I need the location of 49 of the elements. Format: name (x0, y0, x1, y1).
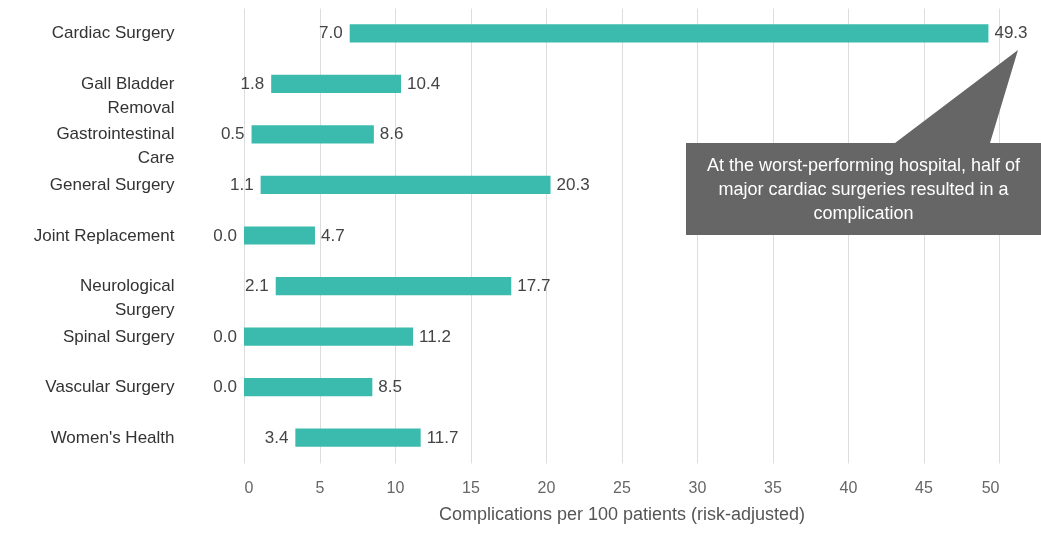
x-tick-label: 25 (613, 478, 631, 496)
bar (271, 74, 402, 93)
annotation: 0.0 (213, 326, 237, 346)
bar (295, 428, 421, 447)
bar (275, 276, 512, 296)
bar (349, 24, 989, 43)
annotation: 0.5 (220, 124, 245, 144)
annotation: 11.2 (419, 326, 451, 346)
annotation: 49.3 (994, 23, 1028, 43)
y-tick-label: Gall Bladder Removal (80, 73, 175, 117)
annotation: 8.6 (379, 124, 404, 144)
x-tick-label: 20 (537, 478, 556, 496)
y-tick-label: Spinal Surgery (62, 326, 175, 346)
x-axis-title: Complications per 100 patients (risk-adjusted) (438, 503, 806, 524)
x-tick-label: 0 (244, 478, 254, 496)
y-tick-label: Joint Replacement (33, 225, 175, 245)
y-tick-label: Neurological Surgery (80, 276, 175, 320)
x-tick-label: 50 (981, 478, 1000, 496)
y-tick-label: Cardiac Surgery (51, 23, 175, 43)
x-tick-label: 35 (764, 478, 782, 496)
x-tick-label: 30 (688, 478, 707, 496)
y-tick-label: General Surgery (49, 174, 175, 194)
annotation: 3.4 (264, 427, 289, 447)
x-tick-label: 10 (386, 478, 405, 496)
y-tick-label: Gastrointestinal Care (56, 124, 175, 168)
annotation: 17.7 (517, 276, 551, 296)
annotation: 0.0 (213, 225, 237, 245)
y-tick-label: Vascular Surgery (45, 377, 175, 397)
bar (260, 175, 551, 195)
annotation: 10.4 (407, 73, 441, 93)
annotation: 11.7 (426, 427, 459, 447)
bar (244, 327, 414, 346)
x-tick-label: 5 (315, 478, 325, 496)
bar (244, 226, 315, 245)
annotation: 1.1 (229, 174, 254, 194)
annotation: 2.1 (245, 276, 269, 296)
annotation: 20.3 (556, 174, 590, 194)
y-tick-label: Women's Health (50, 427, 175, 447)
x-tick-label: 15 (462, 478, 480, 496)
annotation: 1.8 (240, 73, 265, 93)
annotation: 7.0 (319, 23, 343, 43)
annotation: 8.5 (378, 377, 402, 397)
bar (244, 378, 373, 397)
bar (251, 125, 374, 144)
annotation: At the worst-performing hospital, half of major cardiac surgeries resulted in a complication (705, 154, 1022, 225)
annotation: 0.0 (213, 377, 237, 397)
x-tick-label: 45 (915, 478, 933, 496)
annotation: 4.7 (320, 225, 345, 245)
x-tick-label: 40 (839, 478, 858, 496)
